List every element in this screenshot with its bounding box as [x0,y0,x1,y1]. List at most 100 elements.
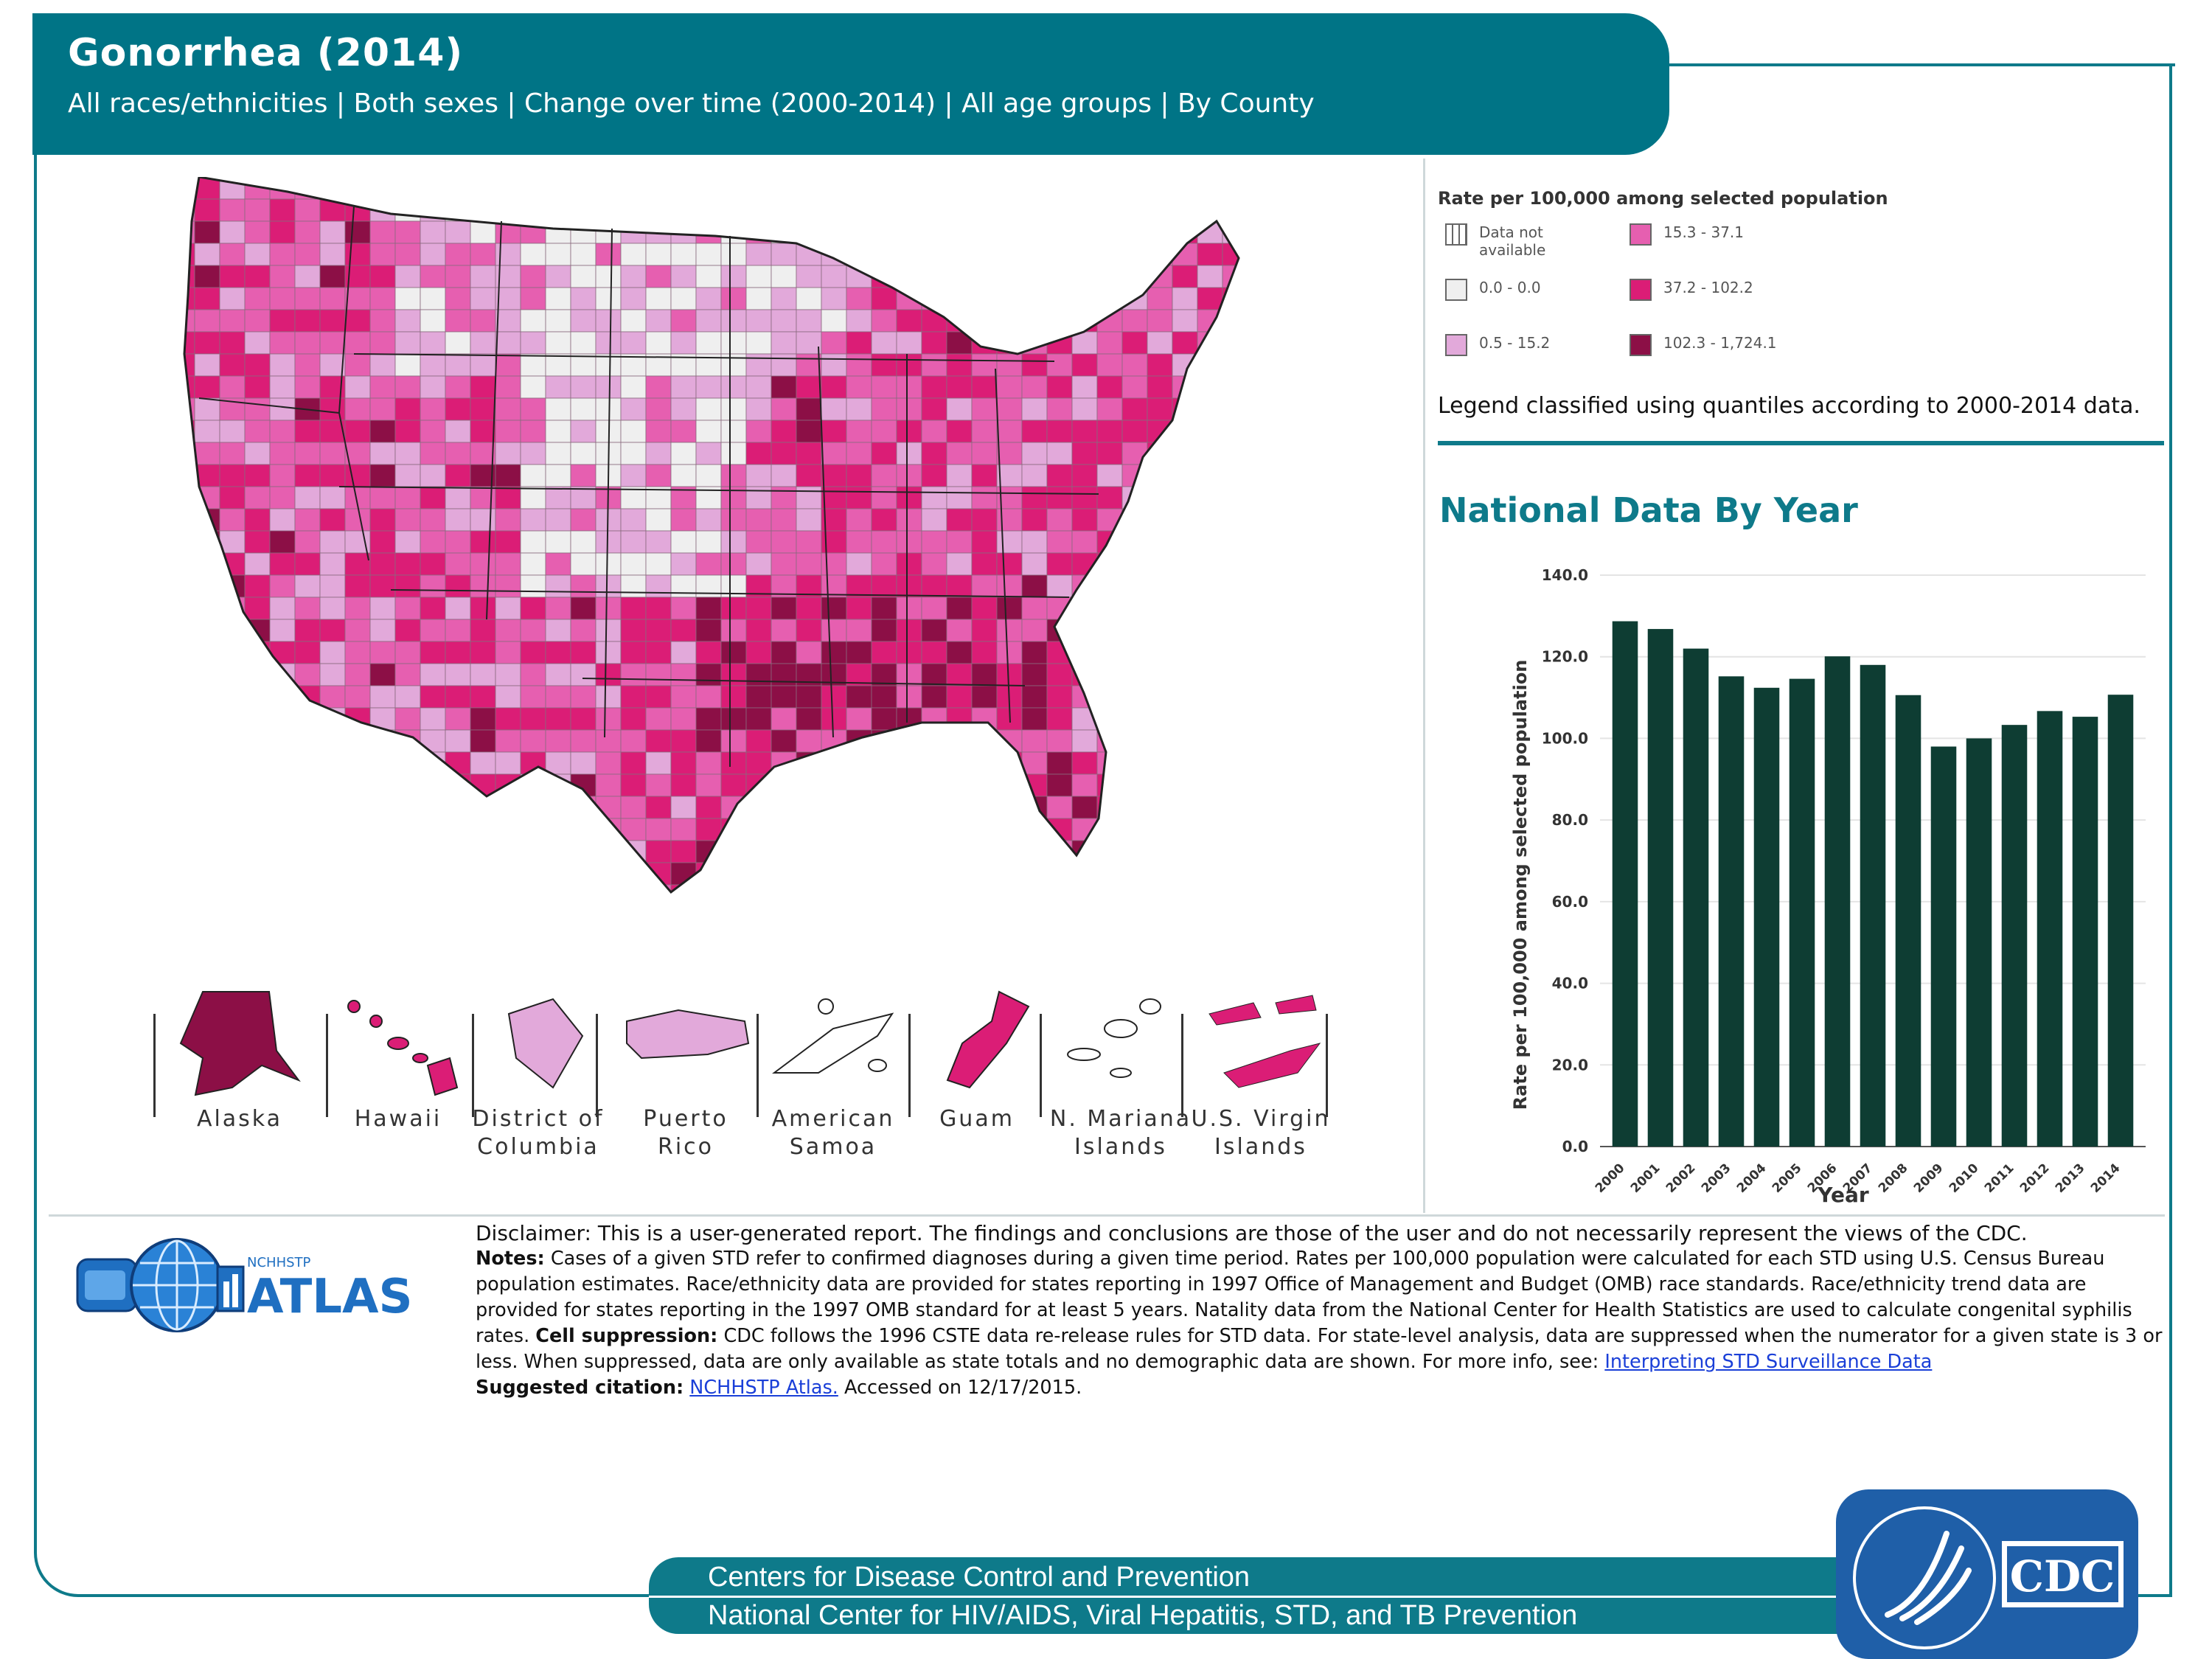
county-cell [946,530,973,554]
bar-2008[interactable] [1895,695,1921,1147]
county-cell [821,220,847,244]
county-cell [520,552,546,576]
county-cell [896,840,922,863]
county-cell [1248,907,1273,929]
county-cell [1021,353,1048,377]
county-cell [545,663,571,686]
county-cell [470,309,496,333]
county-cell [1071,420,1098,443]
county-cell [470,287,496,310]
county-cell [620,707,647,731]
county-cell [495,530,521,554]
county-cell [520,729,546,753]
county-cell [219,309,246,333]
bar-2003[interactable] [1718,676,1745,1147]
county-cell [1197,907,1222,929]
county-cell [921,265,947,288]
county-cell [184,420,195,443]
county-cell [495,641,521,664]
territory-guam[interactable]: Guam [903,984,1051,1169]
county-cell [545,729,571,753]
bar-2002[interactable] [1683,648,1709,1147]
county-cell [1197,685,1223,709]
territory-us-virgin-islands[interactable]: U.S. Virgin Islands [1187,984,1335,1169]
county-cell [646,907,671,929]
atlas-logo: NCHHSTP ATLAS [76,1238,413,1332]
bar-2006[interactable] [1824,656,1851,1147]
county-cell [545,597,571,620]
county-cell [896,884,922,892]
territory-american-samoa[interactable]: American Samoa [759,984,907,1169]
county-cell [520,420,546,443]
county-cell [971,862,998,886]
x-tick-label: 2014 [2088,1161,2124,1196]
county-cell [420,707,446,731]
county-cell [620,663,647,686]
territory-hawaii[interactable]: Hawaii [324,984,472,1169]
bar-2005[interactable] [1789,678,1815,1147]
county-cell [872,929,897,951]
county-cell [245,929,270,951]
county-cell [1096,707,1123,731]
county-cell [871,884,897,892]
territory-dc[interactable]: District of Columbia [465,984,612,1169]
county-cell [720,707,747,731]
territory-alaska[interactable]: Alaska [166,984,313,1169]
y-tick-label: 40.0 [1552,975,1588,992]
county-cell [645,265,672,288]
county-cell [1222,177,1239,200]
county-cell [495,840,521,863]
county-cell [445,198,471,222]
county-cell [244,840,271,863]
county-cell [871,397,897,421]
county-cell [294,353,321,377]
county-cell [184,331,195,355]
county-cell [570,641,597,664]
county-cell [896,220,922,244]
bar-2010[interactable] [1966,738,1992,1147]
atlas-link[interactable]: NCHHSTP Atlas. [689,1377,838,1399]
county-cell [319,884,346,892]
bar-2001[interactable] [1647,629,1674,1147]
county-cell [1172,442,1198,465]
county-cell [946,729,973,753]
county-cell [294,751,321,775]
bar-2004[interactable] [1753,687,1780,1147]
county-cell [996,840,1023,863]
county-cell [821,641,847,664]
county-cell [194,574,220,598]
county-cell [184,375,195,399]
county-cell [1021,442,1048,465]
county-cell [495,907,521,929]
us-outline [183,177,1240,894]
county-cell [996,265,1023,288]
territory-n-mariana-islands[interactable]: N. Mariana Islands [1047,984,1194,1169]
surveillance-link[interactable]: Interpreting STD Surveillance Data [1604,1351,1933,1373]
territory-puerto-rico[interactable]: Puerto Rico [612,984,759,1169]
county-cell [495,508,521,532]
county-cell [1121,331,1148,355]
county-cell [996,464,1023,487]
county-cell [796,309,822,333]
county-cell [1147,619,1173,642]
bar-2000[interactable] [1612,621,1638,1147]
county-cell [220,951,245,959]
bar-2011[interactable] [2001,725,2028,1147]
county-cell [394,486,421,509]
county-cell [996,818,1023,841]
county-cell [269,818,296,841]
county-cell [921,751,947,775]
county-cell [620,530,647,554]
us-county-map[interactable] [170,177,1335,959]
bar-2009[interactable] [1930,746,1957,1147]
bar-2013[interactable] [2072,717,2098,1147]
x-tick-label: 2012 [2017,1161,2053,1196]
county-cell [394,220,421,244]
county-cell [294,663,321,686]
bar-2007[interactable] [1860,664,1886,1147]
bar-2014[interactable] [2107,695,2134,1147]
bar-2012[interactable] [2037,711,2063,1147]
county-cell [294,707,321,731]
county-cell [1172,331,1198,355]
county-cell [394,353,421,377]
